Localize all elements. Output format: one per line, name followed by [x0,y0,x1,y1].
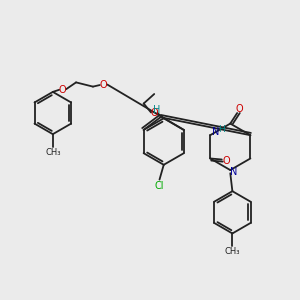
Text: H: H [153,105,160,115]
Text: N: N [230,167,237,177]
Text: H: H [218,125,225,134]
Text: O: O [236,104,244,114]
Text: O: O [222,156,230,166]
Text: O: O [150,108,158,118]
Text: CH₃: CH₃ [45,148,61,157]
Text: CH₃: CH₃ [225,247,240,256]
Text: O: O [100,80,107,89]
Text: N: N [212,127,219,137]
Text: O: O [58,85,66,95]
Text: Cl: Cl [155,181,164,191]
